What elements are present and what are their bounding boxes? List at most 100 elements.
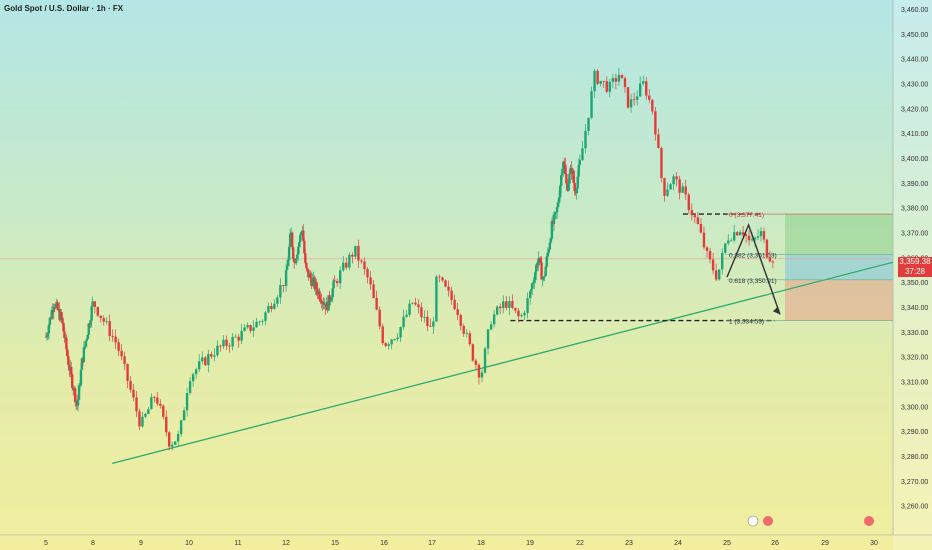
candle-body <box>684 186 687 195</box>
x-tick-label: 12 <box>282 540 290 547</box>
candle-body <box>150 397 153 410</box>
candle-body <box>66 349 69 357</box>
candle-body <box>629 99 633 108</box>
candle-body <box>402 316 405 328</box>
candle-body <box>547 249 550 253</box>
candle-body <box>492 314 496 325</box>
candle-body <box>201 357 204 362</box>
candle-body <box>508 301 511 308</box>
candle-body <box>714 270 718 280</box>
candle-body <box>687 194 690 211</box>
chart-title: Gold Spot / U.S. Dollar · 1h · FX <box>4 4 124 13</box>
candle-body <box>517 310 520 317</box>
candle-body <box>724 243 727 253</box>
candle-body <box>429 325 432 327</box>
candle-body <box>681 186 684 193</box>
candle-body <box>360 260 363 262</box>
candle-body <box>533 280 536 283</box>
candle-body <box>348 254 351 268</box>
candle-body <box>62 322 65 332</box>
candle-body <box>577 164 580 177</box>
y-tick-label: 3,450.00 <box>901 32 928 39</box>
candle-body <box>735 232 739 236</box>
candle-body <box>456 309 459 316</box>
x-tick-label: 29 <box>821 540 829 547</box>
candle-body <box>553 212 557 215</box>
candle-body <box>576 176 579 189</box>
candle-body <box>86 334 89 340</box>
candle-body <box>284 270 288 287</box>
candle-body <box>532 282 535 284</box>
candle-body <box>99 315 102 319</box>
candle-body <box>46 333 50 336</box>
candle-body <box>557 197 561 203</box>
candle-body <box>499 306 502 309</box>
candle-body <box>304 253 307 263</box>
candle-body <box>608 81 611 92</box>
candle-body <box>319 299 322 301</box>
projection-path <box>726 223 781 315</box>
candle-body <box>267 306 270 313</box>
candle-body <box>282 284 285 287</box>
candle-body <box>396 337 399 340</box>
candle-body <box>288 233 292 247</box>
candle-body <box>311 279 314 286</box>
candle-body <box>495 306 499 315</box>
candle-body <box>292 258 296 262</box>
candle-body <box>711 259 715 271</box>
candle-body <box>381 326 384 344</box>
candle-body <box>529 291 532 299</box>
candle-body <box>520 315 523 317</box>
current-price: 3,359.38 <box>899 257 931 266</box>
candle-body <box>523 312 526 316</box>
candle-body <box>296 254 299 259</box>
candle-body <box>156 397 159 404</box>
candle-body <box>108 321 111 337</box>
candle-body <box>82 347 86 362</box>
us-flag-event-icon <box>763 516 773 526</box>
candle-body <box>305 262 308 269</box>
candle-body <box>575 188 578 194</box>
candle-body <box>678 179 681 193</box>
candle-body <box>435 276 438 322</box>
candle-body <box>593 70 596 92</box>
candle-body <box>78 385 82 387</box>
candle-body <box>450 290 453 300</box>
candle-body <box>182 410 186 421</box>
candle-body <box>279 284 282 298</box>
candle-body <box>423 316 426 318</box>
candle-body <box>168 432 171 447</box>
x-tick-label: 15 <box>331 540 339 547</box>
loss-zone <box>785 279 893 321</box>
candle-body <box>332 280 335 289</box>
candle-body <box>264 312 267 321</box>
candle-body <box>390 339 393 345</box>
candle-body <box>191 374 195 382</box>
y-tick-label: 3,370.00 <box>901 230 928 237</box>
candle-body <box>554 212 558 214</box>
candle-body <box>572 170 575 183</box>
candle-body <box>216 345 219 356</box>
candle-body <box>102 318 105 322</box>
candle-body <box>303 240 306 254</box>
candle-body <box>741 232 745 235</box>
candle-body <box>596 70 599 84</box>
candle-body <box>708 250 712 260</box>
candle-body <box>276 297 279 304</box>
candle-body <box>93 301 97 307</box>
x-tick-label: 5 <box>44 540 48 547</box>
candle-body <box>219 345 222 347</box>
candle-body <box>47 324 51 334</box>
candle-body <box>132 389 135 398</box>
profit-zone <box>785 214 893 255</box>
y-tick-label: 3,270.00 <box>901 479 928 486</box>
projection-arrowhead <box>773 306 780 315</box>
candle-body <box>635 96 639 100</box>
candle-body <box>354 245 357 257</box>
candle-body <box>408 303 411 315</box>
candle-body <box>648 95 651 100</box>
candle-body <box>632 99 636 101</box>
candle-body <box>672 176 675 185</box>
